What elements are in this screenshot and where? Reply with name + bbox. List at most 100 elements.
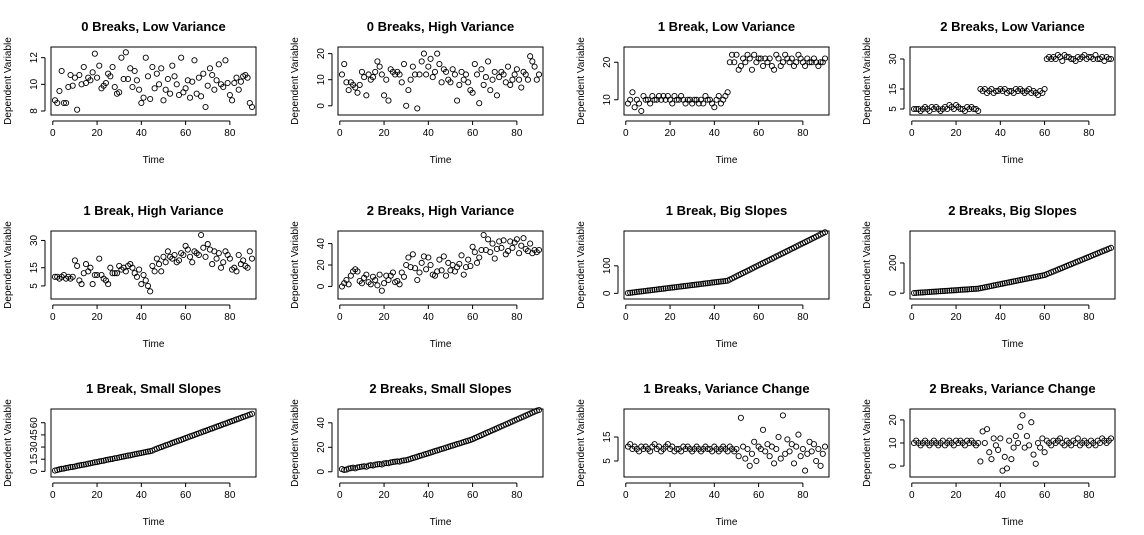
data-point [629,289,636,296]
data-point [476,100,483,107]
data-point [248,103,256,111]
data-point [186,94,194,101]
data-point [1105,55,1112,63]
data-point [206,65,213,72]
data-point [427,261,434,269]
y-axis-label: Dependent Variable [3,221,14,309]
data-point [975,107,982,115]
x-axis-label: Time [143,339,165,350]
data-point [742,455,749,462]
data-point [149,262,156,269]
data-point [131,67,138,75]
x-tick-label: 60 [467,128,479,139]
x-tick-label: 20 [378,312,390,323]
x-tick-label: 40 [995,490,1007,501]
data-point [71,257,78,264]
data-point [1021,276,1028,283]
y-tick-label: 0 [888,290,899,296]
x-tick-label: 40 [136,312,148,323]
data-point [529,58,536,65]
data-point [746,462,753,469]
data-point [1030,451,1037,458]
x-tick-label: 80 [1083,128,1095,139]
data-point [171,251,178,259]
subplot-title: 0 Breaks, Low Variance [81,19,226,34]
data-point [689,282,696,289]
y-tick-label: 0 [316,283,327,289]
data-point [742,59,749,66]
data-point [144,73,152,80]
data-point [751,51,758,58]
data-point [102,79,109,87]
data-point [513,66,520,73]
data-point [720,278,727,285]
data-point [638,288,645,295]
data-point [671,284,678,291]
data-point [418,259,425,266]
data-point [507,238,514,245]
data-point [675,283,682,290]
subplot-2: 0 Breaks, High Variance 0 20 40 60 80 0 10 20 Tim… [290,19,544,166]
data-point [961,286,968,293]
data-point [80,63,87,71]
data-point [217,264,225,271]
x-tick-label: 60 [1039,312,1051,323]
data-point [343,79,350,86]
x-axis-label: Time [1002,155,1024,166]
data-point [933,288,940,295]
data-point [78,461,85,469]
data-point [374,282,381,289]
data-point [478,246,485,254]
data-point [235,86,242,93]
data-point [94,271,101,279]
data-point [771,460,778,467]
data-point [447,79,454,86]
x-axis-label: Time [143,517,165,528]
data-point [797,453,804,460]
data-point [469,89,476,96]
data-point [87,264,94,271]
data-point [642,96,649,103]
data-point [775,55,782,62]
data-point [680,283,687,290]
data-point [939,288,946,295]
x-tick-label: 20 [664,312,676,323]
x-tick-label: 0 [337,490,343,501]
data-point [65,83,72,91]
x-tick-label: 60 [467,490,479,501]
data-point [78,81,85,88]
y-axis-label: Dependent Variable [862,399,873,487]
data-point [82,261,90,268]
data-point [138,449,145,456]
data-point [58,465,65,472]
data-point [922,289,929,296]
data-point [522,71,529,78]
subplot-title: 2 Breaks, Big Slopes [948,203,1077,218]
data-point [629,89,636,96]
data-point [153,255,160,262]
data-point [771,66,778,73]
data-point [693,281,700,288]
data-point [647,287,654,294]
data-point [189,78,196,85]
data-point [762,448,769,455]
data-point [910,105,918,113]
data-point [1001,453,1008,460]
data-point [202,253,209,260]
subplot-12: 2 Breaks, Variance Change 0 20 40 60 80 0 10 20 T… [862,381,1116,528]
x-tick-label: 0 [337,128,343,139]
data-point [793,59,800,66]
data-point [1026,275,1033,282]
data-point [67,464,74,471]
plot-frame [337,230,544,300]
y-axis-label: Dependent Variable [290,399,301,487]
data-point [970,285,977,293]
data-point [535,71,543,78]
data-point [147,288,154,295]
x-tick-label: 0 [909,490,915,501]
subplot-title: 2 Breaks, Low Variance [940,19,1085,34]
x-tick-label: 40 [423,128,435,139]
data-point [376,461,383,468]
data-point [678,283,685,290]
